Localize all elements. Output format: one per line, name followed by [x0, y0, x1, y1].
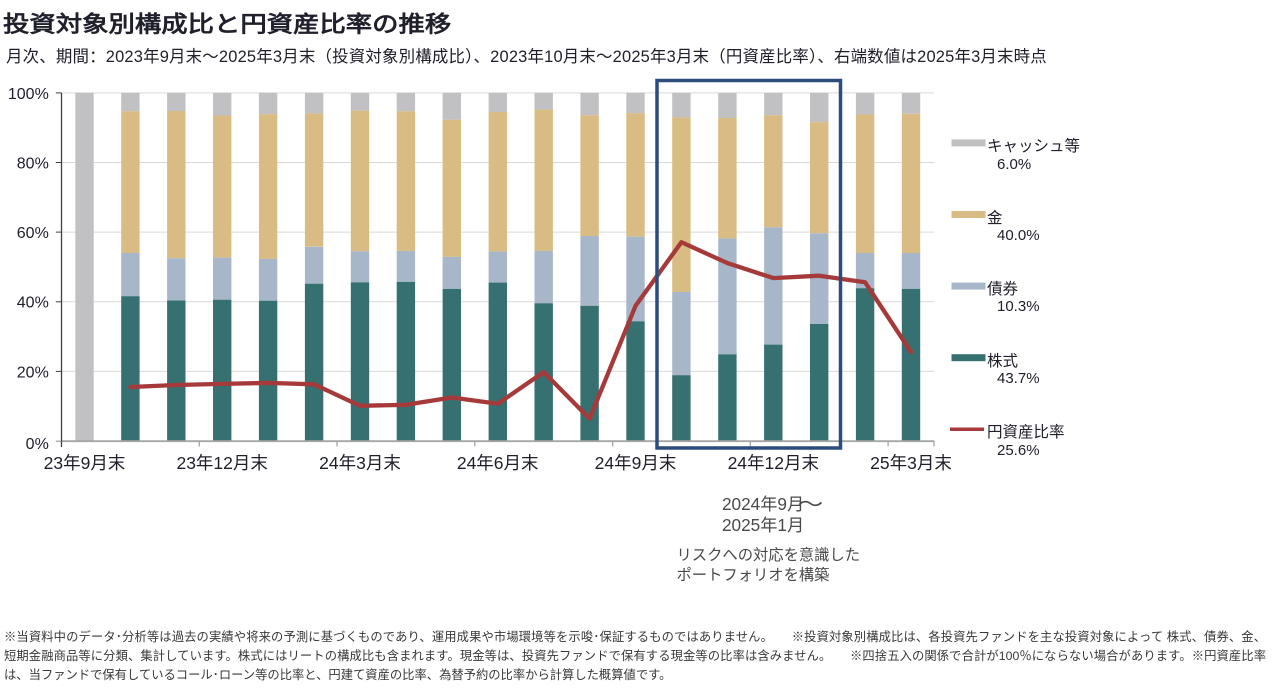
svg-text:23年12月末: 23年12月末	[176, 453, 267, 473]
svg-text:100%: 100%	[8, 86, 49, 103]
svg-text:0%: 0%	[26, 436, 49, 453]
svg-text:40%: 40%	[17, 295, 49, 312]
svg-text:80%: 80%	[17, 155, 49, 172]
svg-text:24年9月末: 24年9月末	[595, 453, 677, 473]
svg-text:23年9月末: 23年9月末	[44, 453, 126, 473]
svg-text:60%: 60%	[17, 225, 49, 242]
svg-text:24年3月末: 24年3月末	[319, 453, 401, 473]
svg-text:20%: 20%	[17, 364, 49, 381]
svg-text:24年6月末: 24年6月末	[457, 453, 539, 473]
svg-text:24年12月末: 24年12月末	[728, 453, 819, 473]
svg-text:25年3月末: 25年3月末	[870, 453, 952, 473]
